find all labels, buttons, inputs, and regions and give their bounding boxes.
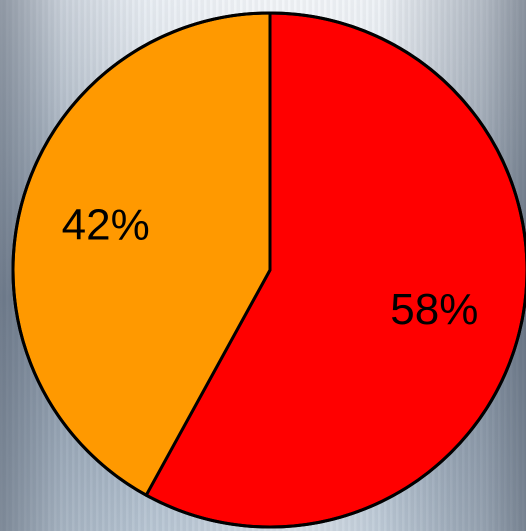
- pie-label-0: 58%: [390, 285, 478, 334]
- pie-labels: 58% 42%: [62, 200, 479, 333]
- pie-label-1: 42%: [62, 200, 150, 249]
- pie-slices: [11, 11, 526, 529]
- pie-outline: [11, 11, 526, 529]
